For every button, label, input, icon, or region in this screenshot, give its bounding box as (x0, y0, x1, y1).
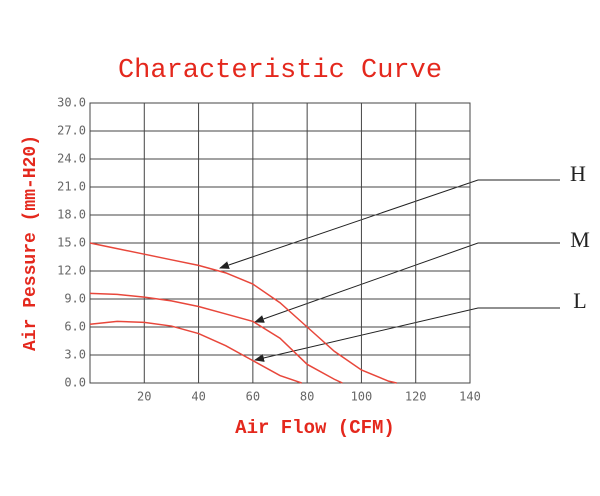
y-tick-label: 9.0 (64, 292, 86, 306)
curve-label: L (573, 288, 586, 313)
y-tick-label: 12.0 (57, 264, 86, 278)
y-tick-label: 18.0 (57, 208, 86, 222)
y-axis-label: Air Pessure (mm-H20) (21, 135, 41, 351)
curve (89, 242, 397, 384)
leader-line (254, 307, 560, 362)
curve (89, 320, 302, 384)
x-tick-label: 60 (246, 390, 260, 404)
y-tick-label: 27.0 (57, 124, 86, 138)
leader-line (219, 179, 560, 269)
y-tick-label: 24.0 (57, 152, 86, 166)
x-tick-label: 40 (191, 390, 205, 404)
chart-title: Characteristic Curve (118, 56, 442, 86)
x-tick-label: 100 (351, 390, 373, 404)
x-tick-label: 120 (405, 390, 427, 404)
x-tick-label: 80 (300, 390, 314, 404)
annotations: H M L (219, 161, 590, 362)
y-tick-label: 15.0 (57, 236, 86, 250)
curve-label: M (570, 227, 590, 252)
y-tick-label: 30.0 (57, 96, 86, 110)
x-tick-label: 20 (137, 390, 151, 404)
y-tick-label: 6.0 (64, 320, 86, 334)
leader-line (254, 242, 560, 323)
y-tick-label: 0.0 (64, 376, 86, 390)
curve-label: H (570, 161, 586, 186)
y-tick-label: 21.0 (57, 180, 86, 194)
curve (89, 292, 343, 384)
y-tick-label: 3.0 (64, 348, 86, 362)
x-axis-label: Air Flow (CFM) (235, 417, 395, 439)
x-tick-label: 140 (459, 390, 481, 404)
